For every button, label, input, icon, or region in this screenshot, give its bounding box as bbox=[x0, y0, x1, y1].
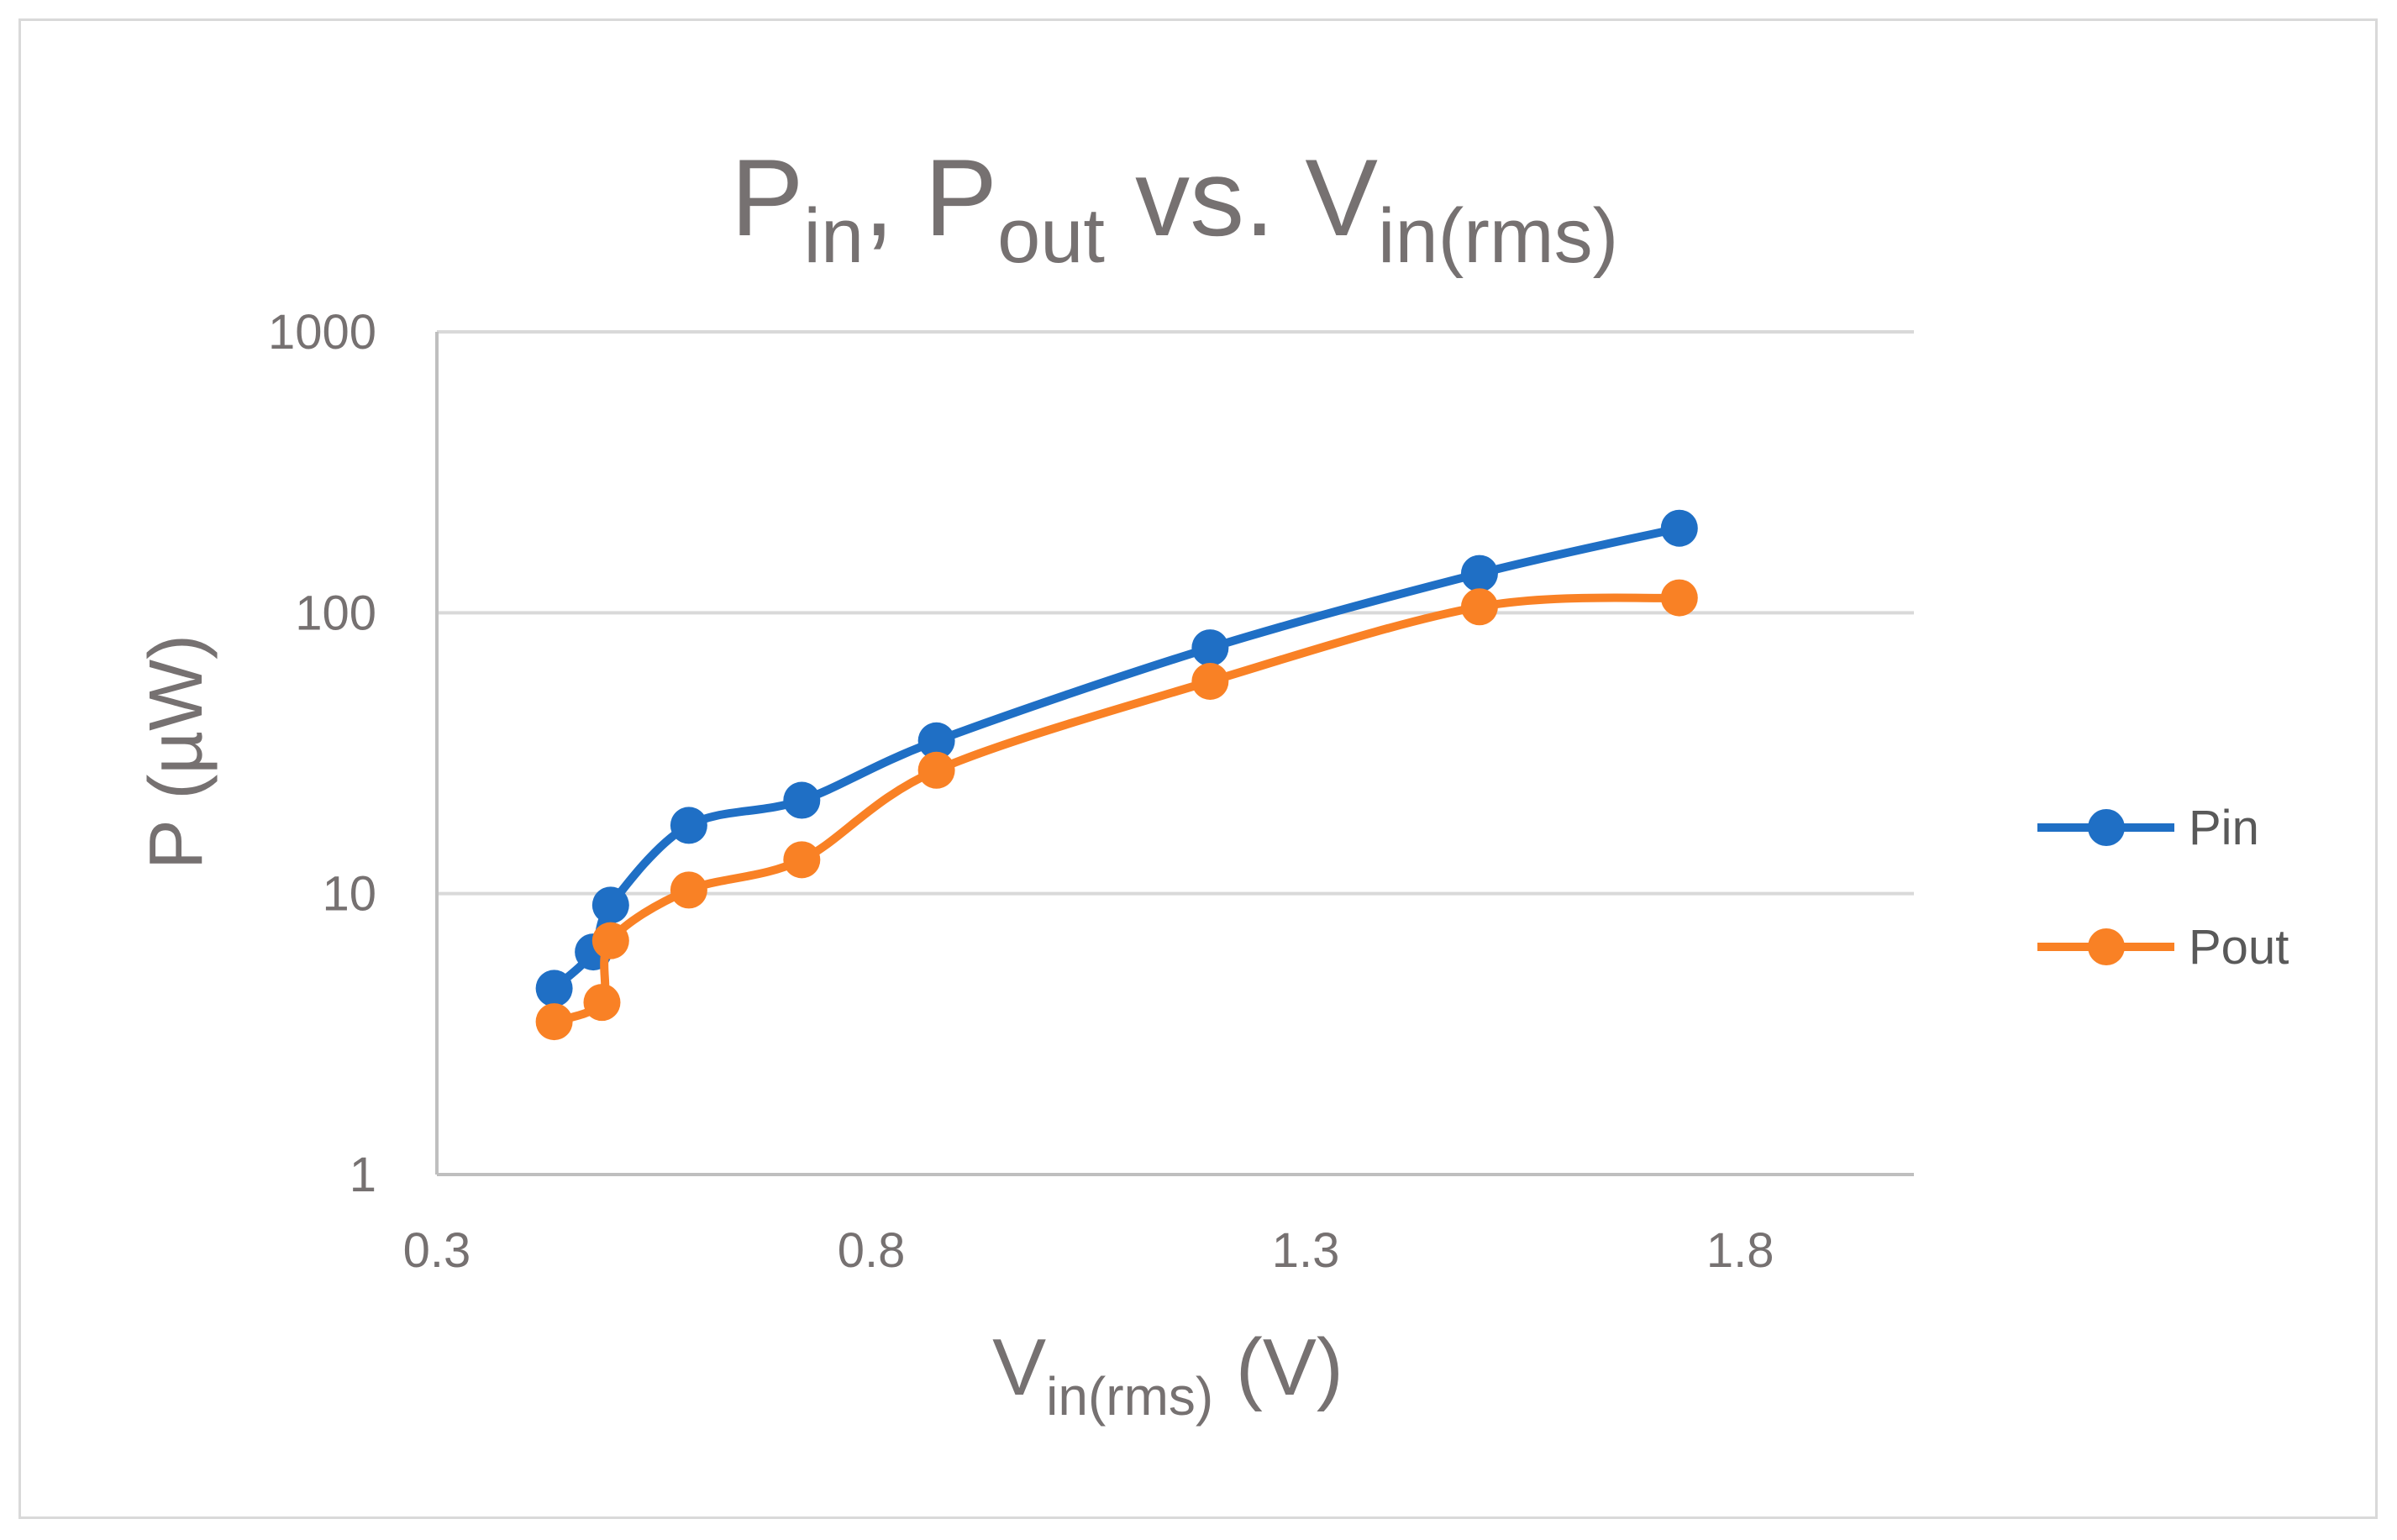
x-label-v: V bbox=[992, 1322, 1046, 1412]
data-point-pout bbox=[1191, 662, 1229, 700]
title-p: P bbox=[731, 136, 804, 259]
data-point-pin bbox=[591, 886, 629, 924]
y-tick-label: 10 bbox=[322, 867, 376, 922]
gridlines bbox=[437, 330, 1914, 896]
data-point-pout bbox=[917, 751, 955, 789]
data-point-pin bbox=[1660, 509, 1698, 547]
y-tick-label: 1 bbox=[350, 1148, 376, 1202]
series bbox=[535, 509, 1698, 1041]
data-point-pin bbox=[535, 970, 573, 1007]
x-tick-label: 1.3 bbox=[1272, 1223, 1340, 1278]
title-sub-out: out bbox=[997, 193, 1105, 279]
legend-label-pout: Pout bbox=[2189, 920, 2289, 975]
legend-marker-pout bbox=[2088, 928, 2125, 965]
chart-frame bbox=[18, 18, 2378, 1519]
x-axis-label: Vin(rms) (V) bbox=[992, 1322, 1343, 1427]
title-sep: , P bbox=[864, 136, 997, 259]
x-tick-label: 1.8 bbox=[1706, 1223, 1774, 1278]
title-sub-in: in bbox=[804, 193, 865, 279]
data-point-pout bbox=[583, 984, 621, 1022]
legend-label-pin: Pin bbox=[2189, 801, 2259, 855]
x-label-unit: (V) bbox=[1213, 1322, 1343, 1412]
data-point-pin bbox=[1191, 629, 1229, 667]
data-point-pin bbox=[1460, 555, 1498, 592]
title-mid: vs. V bbox=[1105, 136, 1378, 259]
series-pout bbox=[535, 579, 1698, 1041]
series-line-pout bbox=[549, 593, 1684, 1027]
tick-labels: 1 10 100 1000 0.3 0.8 1.3 1.8 bbox=[268, 305, 1774, 1278]
legend: Pin Pout bbox=[2037, 801, 2289, 975]
data-point-pin bbox=[670, 807, 707, 844]
y-tick-label: 100 bbox=[295, 586, 376, 640]
data-point-pin bbox=[783, 781, 821, 819]
legend-item-pout: Pout bbox=[2037, 920, 2289, 975]
data-point-pout bbox=[783, 841, 821, 879]
y-tick-label: 1000 bbox=[268, 305, 376, 360]
y-axis-label: P (µW) bbox=[134, 634, 218, 870]
data-point-pout bbox=[1460, 588, 1498, 626]
legend-item-pin: Pin bbox=[2037, 801, 2259, 855]
data-point-pout bbox=[591, 922, 629, 959]
chart-title: Pin, Pout vs. Vin(rms) bbox=[731, 136, 1618, 279]
data-point-pout bbox=[535, 1003, 573, 1041]
series-pin bbox=[535, 509, 1698, 1007]
x-tick-label: 0.3 bbox=[403, 1223, 471, 1278]
series-line-pin bbox=[549, 523, 1684, 993]
legend-marker-pin bbox=[2088, 809, 2125, 846]
axes bbox=[435, 332, 1914, 1176]
data-point-pout bbox=[670, 871, 707, 909]
x-label-sub: in(rms) bbox=[1046, 1366, 1213, 1427]
data-point-pin bbox=[917, 722, 955, 759]
title-sub-inrms: in(rms) bbox=[1378, 193, 1618, 279]
data-point-pout bbox=[1660, 579, 1698, 617]
x-tick-label: 0.8 bbox=[838, 1223, 906, 1278]
